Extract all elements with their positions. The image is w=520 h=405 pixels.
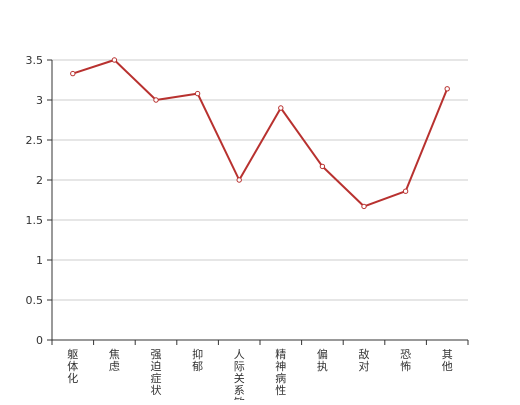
x-tick-label: 人际关系敏感 — [234, 348, 245, 400]
y-tick-label: 0.5 — [26, 294, 44, 307]
data-point — [111, 57, 118, 63]
x-tick-label: 敌对 — [359, 347, 370, 373]
x-tick-label: 其他 — [442, 348, 453, 373]
y-tick-label: 1 — [36, 254, 43, 267]
y-tick-label: 3 — [36, 94, 43, 107]
y-tick-label: 1.5 — [26, 214, 44, 227]
data-point — [70, 70, 76, 77]
y-tick-label: 0 — [36, 334, 43, 347]
x-tick-label: 躯体化 — [67, 348, 78, 385]
data-point — [194, 90, 201, 97]
data-point — [402, 188, 409, 194]
x-tick-label: 强迫症状 — [151, 348, 162, 397]
x-tick-label: 偏执 — [317, 347, 328, 373]
data-point — [319, 163, 326, 170]
x-tick-label: 精神病性 — [275, 348, 286, 397]
y-tick-label: 3.5 — [26, 54, 44, 67]
data-point — [278, 105, 284, 111]
data-point — [236, 177, 242, 183]
axis-layer: 0 0.5 1 1.5 2 2.5 3 3.5 躯体化 焦虑 强迫症状 抑郁 人际关系敏感 精神病性 偏执 敌… — [26, 54, 469, 405]
series-line — [72, 59, 449, 208]
data-point — [153, 97, 159, 103]
data-point — [444, 86, 450, 92]
series-layer — [70, 57, 450, 210]
grid-layer — [52, 59, 468, 301]
y-tick-label: 2 — [36, 174, 43, 187]
x-tick-label: 抑郁 — [192, 347, 203, 373]
x-tick-label: 焦虑 — [109, 348, 120, 373]
x-tick-label: 恐怖 — [400, 348, 411, 373]
data-point — [361, 203, 367, 210]
y-tick-label: 2.5 — [26, 134, 44, 147]
